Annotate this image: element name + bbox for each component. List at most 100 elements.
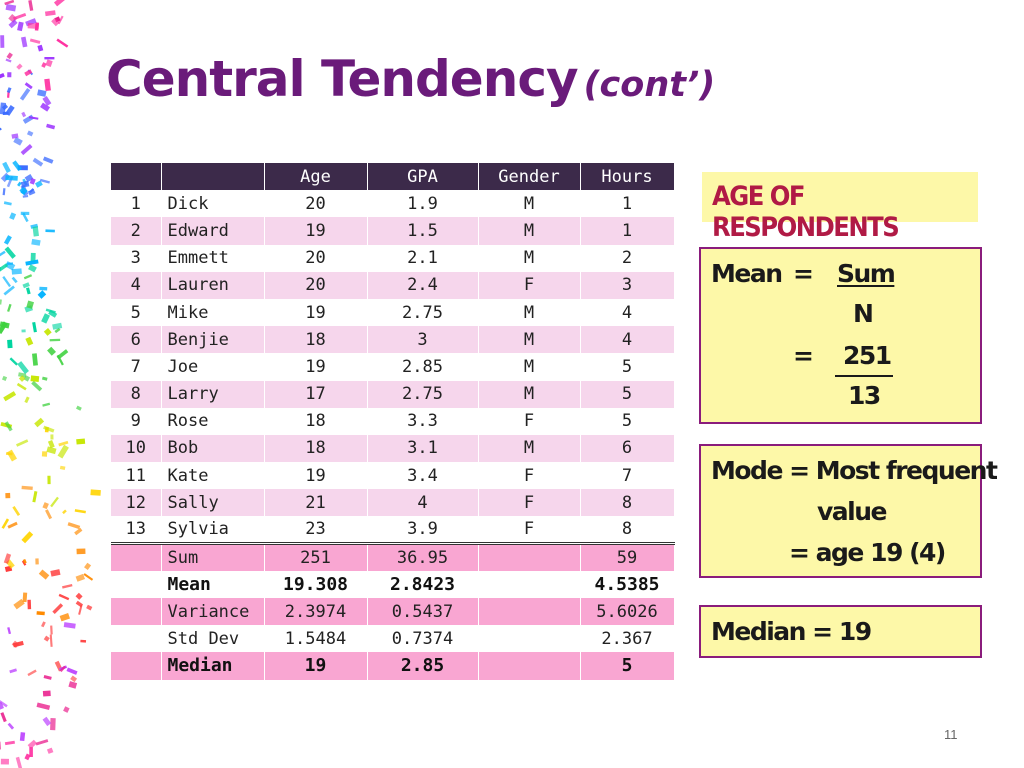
median-text: Median = 19	[711, 617, 872, 646]
confetti-piece	[24, 396, 30, 404]
confetti-piece	[78, 604, 83, 615]
variance-hours: 5.6026	[580, 598, 675, 626]
mode-line-2: value	[817, 497, 888, 526]
variance-gpa: 0.5437	[367, 598, 479, 626]
confetti-piece	[9, 212, 17, 220]
confetti-piece	[75, 592, 83, 600]
respondents-table: Age GPA Gender Hours 1 Dick 20 1.9 M 1 2 Edward…	[111, 163, 675, 680]
mean-gender	[478, 570, 581, 598]
confetti-piece	[46, 123, 56, 130]
confetti-piece	[18, 375, 26, 382]
confetti-piece	[74, 527, 83, 536]
confetti-piece	[7, 521, 18, 529]
confetti-piece	[58, 440, 69, 447]
confetti-piece	[43, 635, 50, 642]
confetti-piece	[15, 756, 23, 768]
confetti-piece	[29, 747, 33, 757]
title-main: Central Tendency	[106, 50, 579, 108]
confetti-piece	[0, 712, 7, 723]
cell-idx: 7	[111, 353, 162, 381]
confetti-piece	[56, 354, 64, 366]
confetti-piece	[24, 82, 33, 90]
cell-gpa: 2.1	[367, 244, 479, 272]
page-number: 11	[944, 727, 958, 742]
confetti-piece	[17, 21, 24, 32]
mean-hours: 4.5385	[580, 570, 675, 598]
table-row: 8 Larry 17 2.75 M 5	[111, 380, 675, 408]
confetti-piece	[9, 668, 17, 674]
confetti-piece	[20, 36, 28, 48]
median-label: Median	[161, 652, 265, 680]
cell-hours: 1	[580, 190, 675, 218]
confetti-piece	[26, 130, 34, 137]
confetti-piece	[41, 62, 47, 68]
table-row: 9 Rose 18 3.3 F 5	[111, 407, 675, 435]
confetti-piece	[7, 627, 12, 635]
confetti-piece	[2, 111, 9, 115]
stddev-gpa: 0.7374	[367, 625, 479, 653]
confetti-piece	[49, 338, 61, 342]
confetti-piece	[22, 212, 29, 223]
confetti-decoration	[0, 0, 101, 768]
confetti-piece	[35, 180, 43, 188]
confetti-piece	[11, 640, 20, 649]
confetti-piece	[7, 303, 12, 312]
median-row: Median 19 2.85 5	[111, 652, 675, 680]
cell-idx: 10	[111, 434, 162, 463]
cell-age: 19	[264, 298, 368, 327]
confetti-piece	[67, 522, 81, 530]
confetti-piece	[40, 102, 51, 112]
confetti-piece	[52, 322, 63, 330]
confetti-piece	[1, 518, 10, 529]
confetti-piece	[0, 700, 8, 708]
confetti-piece	[31, 380, 43, 392]
confetti-piece	[43, 425, 55, 433]
confetti-piece	[3, 235, 12, 245]
confetti-piece	[47, 475, 51, 485]
confetti-piece	[6, 52, 13, 60]
stddev-label: Std Dev	[161, 625, 265, 653]
confetti-piece	[16, 63, 23, 70]
cell-age: 17	[264, 380, 368, 408]
confetti-piece	[5, 3, 17, 12]
confetti-piece	[57, 15, 64, 25]
confetti-piece	[16, 382, 27, 391]
confetti-piece	[24, 173, 34, 183]
cell-gender: M	[478, 244, 581, 272]
table-row: 5 Mike 19 2.75 M 4	[111, 298, 675, 327]
confetti-piece	[30, 375, 40, 383]
confetti-piece	[28, 0, 34, 11]
confetti-piece	[17, 181, 22, 187]
age-respondents-label: AGE OF RESPONDENTS	[712, 181, 900, 243]
confetti-piece	[28, 264, 37, 273]
confetti-piece	[20, 180, 30, 188]
median-hours: 5	[580, 652, 675, 680]
confetti-piece	[19, 732, 26, 742]
confetti-piece	[23, 274, 33, 280]
variance-age: 2.3974	[264, 598, 368, 626]
confetti-piece	[13, 598, 25, 610]
confetti-piece	[51, 17, 60, 27]
confetti-piece	[57, 444, 69, 459]
confetti-piece	[22, 592, 28, 603]
confetti-piece	[29, 38, 41, 44]
header-hours: Hours	[580, 163, 675, 191]
confetti-piece	[1, 375, 8, 382]
confetti-piece	[0, 758, 9, 765]
confetti-piece	[2, 161, 11, 174]
cell-gpa: 3	[367, 326, 479, 354]
confetti-piece	[50, 625, 53, 635]
cell-gpa: 3.1	[367, 434, 479, 463]
cell-idx: 6	[111, 326, 162, 354]
confetti-piece	[48, 309, 58, 318]
confetti-piece	[5, 175, 18, 181]
cell-age: 19	[264, 217, 368, 245]
confetti-piece	[5, 452, 13, 456]
variance-gender	[478, 598, 581, 626]
variance-label: Variance	[161, 598, 265, 626]
confetti-piece	[0, 741, 2, 750]
median-box: Median = 19	[699, 605, 982, 658]
confetti-piece	[4, 421, 13, 432]
cell-name: Larry	[161, 380, 265, 408]
cell-age: 18	[264, 407, 368, 435]
